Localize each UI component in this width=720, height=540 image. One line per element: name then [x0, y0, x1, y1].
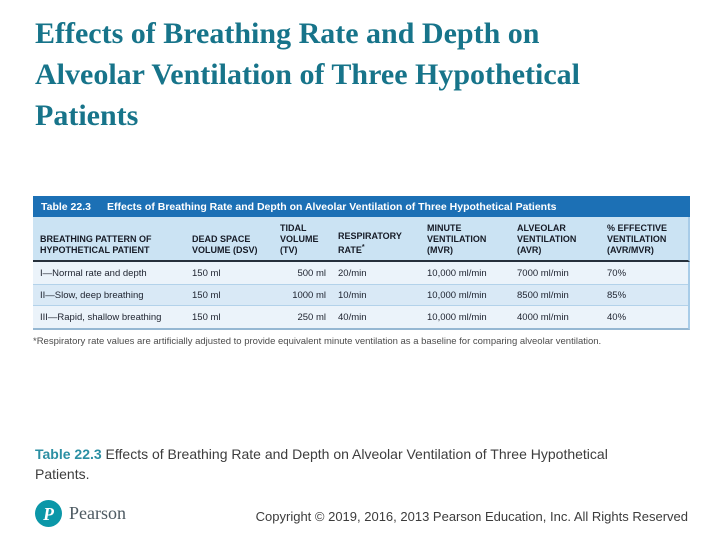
pearson-logo: P Pearson — [35, 500, 126, 527]
table-cell: 1000 ml — [292, 289, 326, 301]
column-header-pattern: BREATHING PATTERN OF HYPOTHETICAL PATIENT — [40, 234, 152, 255]
column-header-avr: ALVEOLAR VENTILATION (AVR) — [517, 223, 577, 255]
table-cell: II—Slow, deep breathing — [40, 289, 144, 301]
table-cell: 10/min — [338, 289, 367, 301]
column-header-dsv: DEAD SPACE VOLUME (DSV) — [192, 234, 258, 255]
table-number-label: Table 22.3 — [41, 200, 91, 213]
brand-wordmark: Pearson — [69, 503, 126, 523]
column-header-effective: % EFFECTIVE VENTILATION (AVR/MVR) — [607, 223, 668, 255]
table-22-3: Table 22.3 Effects of Breathing Rate and… — [33, 196, 690, 330]
table-cell: 250 ml — [297, 311, 326, 323]
pearson-interrobang-icon: P — [35, 500, 62, 527]
table-body: I—Normal rate and depth 150 ml 500 ml 20/mi… — [33, 262, 690, 330]
table-row-1: I—Normal rate and depth 150 ml 500 ml 20/mi… — [33, 262, 688, 284]
column-header-tv: TIDAL VOLUME (TV) — [280, 223, 319, 255]
table-cell: 10,000 ml/min — [427, 311, 487, 323]
table-cell: I—Normal rate and depth — [40, 267, 147, 279]
table-title-text: Effects of Breathing Rate and Depth on A… — [107, 200, 557, 213]
slide-title: Effects of Breathing Rate and Depth on A… — [35, 17, 580, 132]
table-cell: 85% — [607, 289, 627, 301]
table-cell: 500 ml — [297, 267, 326, 279]
table-cell: 8500 ml/min — [517, 289, 569, 301]
table-cell: III—Rapid, shallow breathing — [40, 311, 162, 323]
caption-table-label: Table 22.3 — [35, 446, 102, 462]
table-cell: 10,000 ml/min — [427, 289, 487, 301]
table-cell: 10,000 ml/min — [427, 267, 487, 279]
column-header-mvr: MINUTE VENTILATION (MVR) — [427, 223, 487, 255]
table-cell: 150 ml — [192, 267, 221, 279]
caption-text: Effects of Breathing Rate and Depth on A… — [35, 446, 608, 482]
svg-text:P: P — [42, 504, 54, 524]
table-cell: 150 ml — [192, 311, 221, 323]
figure-caption: Table 22.3 Effects of Breathing Rate and… — [35, 444, 645, 484]
table-cell: 7000 ml/min — [517, 267, 569, 279]
table-cell: 70% — [607, 267, 627, 279]
table-row-3: III—Rapid, shallow breathing 150 ml 250 ml… — [33, 306, 688, 328]
table-cell: 4000 ml/min — [517, 311, 569, 323]
table-cell: 150 ml — [192, 289, 221, 301]
table-cell: 40% — [607, 311, 627, 323]
table-cell: 40/min — [338, 311, 367, 323]
copyright-text: Copyright © 2019, 2016, 2013 Pearson Edu… — [255, 509, 688, 524]
table-title-bar: Table 22.3 Effects of Breathing Rate and… — [33, 196, 690, 217]
table-footnote: *Respiratory rate values are artificiall… — [33, 336, 602, 347]
table-column-headers: BREATHING PATTERN OF HYPOTHETICAL PATIENT… — [33, 217, 690, 262]
column-header-rate: RESPIRATORY RATE* — [338, 231, 402, 255]
table-cell: 20/min — [338, 267, 367, 279]
table-row-2: II—Slow, deep breathing 150 ml 1000 ml 10/m… — [33, 284, 688, 306]
